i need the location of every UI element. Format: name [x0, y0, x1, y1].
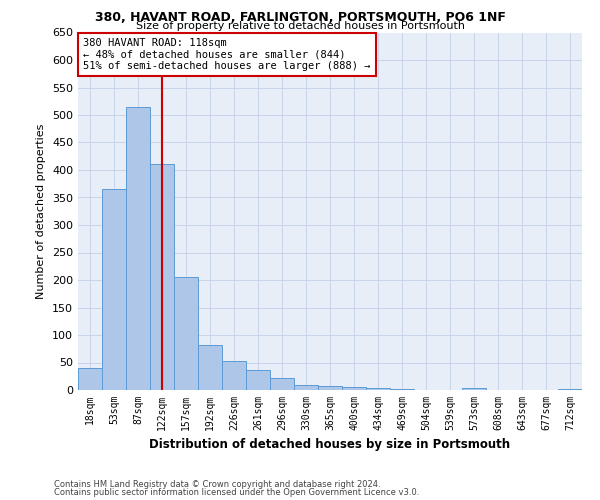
X-axis label: Distribution of detached houses by size in Portsmouth: Distribution of detached houses by size …	[149, 438, 511, 452]
Text: Contains public sector information licensed under the Open Government Licence v3: Contains public sector information licen…	[54, 488, 419, 497]
Bar	[174, 277, 198, 390]
Y-axis label: Number of detached properties: Number of detached properties	[37, 124, 46, 299]
Bar	[558, 389, 582, 390]
Bar	[462, 388, 486, 390]
Bar	[366, 388, 390, 390]
Bar	[150, 164, 174, 390]
Bar	[102, 189, 126, 390]
Bar	[246, 370, 270, 390]
Text: Size of property relative to detached houses in Portsmouth: Size of property relative to detached ho…	[136, 21, 464, 31]
Bar	[318, 386, 342, 390]
Text: 380, HAVANT ROAD, FARLINGTON, PORTSMOUTH, PO6 1NF: 380, HAVANT ROAD, FARLINGTON, PORTSMOUTH…	[95, 11, 505, 24]
Text: Contains HM Land Registry data © Crown copyright and database right 2024.: Contains HM Land Registry data © Crown c…	[54, 480, 380, 489]
Bar	[78, 368, 102, 390]
Bar	[198, 345, 222, 390]
Bar	[342, 387, 366, 390]
Bar	[126, 107, 150, 390]
Bar	[294, 384, 318, 390]
Bar	[270, 378, 294, 390]
Bar	[222, 361, 246, 390]
Text: 380 HAVANT ROAD: 118sqm
← 48% of detached houses are smaller (844)
51% of semi-d: 380 HAVANT ROAD: 118sqm ← 48% of detache…	[83, 38, 371, 71]
